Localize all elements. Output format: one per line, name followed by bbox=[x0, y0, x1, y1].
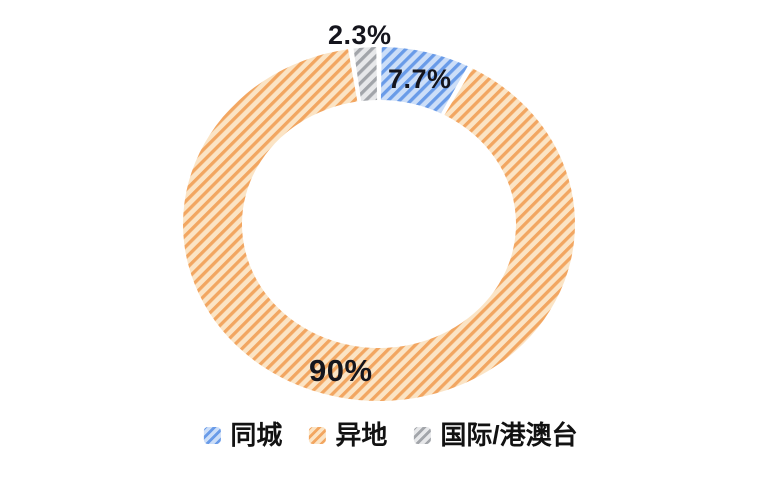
legend-item-same-city[interactable]: 同城 bbox=[203, 421, 282, 450]
segment-label-other-city: 90% bbox=[309, 353, 373, 388]
segment-label-same-city: 7.7% bbox=[388, 64, 452, 94]
same-city-swatch-icon bbox=[203, 426, 221, 444]
international-swatch-icon bbox=[413, 426, 431, 444]
donut-segment-2[interactable] bbox=[353, 47, 378, 102]
legend-label-other-city: 异地 bbox=[335, 420, 388, 450]
legend-item-international[interactable]: 国际/港澳台 bbox=[413, 420, 578, 450]
donut-segment-0[interactable] bbox=[380, 47, 468, 114]
other-city-swatch-icon bbox=[308, 426, 326, 444]
legend-label-international: 国际/港澳台 bbox=[440, 420, 578, 450]
legend-label-same-city: 同城 bbox=[230, 420, 283, 450]
legend-item-other-city[interactable]: 异地 bbox=[308, 421, 387, 450]
donut-segment-1[interactable] bbox=[182, 49, 575, 402]
chart-legend: 同城 异地 国际/港澳台 bbox=[203, 420, 578, 450]
segment-label-international: 2.3% bbox=[328, 20, 392, 50]
